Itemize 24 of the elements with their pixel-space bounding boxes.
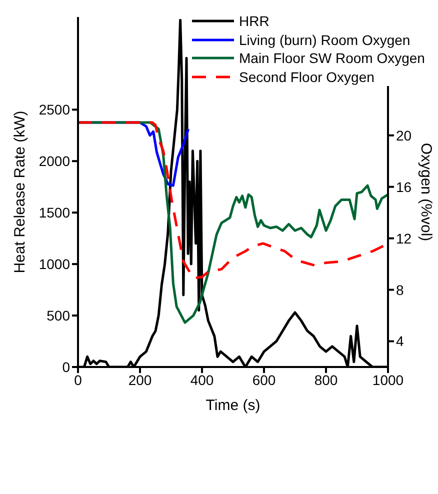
y-axis-title: Heat Release Rate (kW) (11, 110, 28, 274)
y2-tick-label: 4 (396, 333, 404, 350)
x-tick-label: 400 (190, 372, 214, 388)
y2-tick-label: 12 (396, 230, 412, 246)
x-axis-title: Time (s) (206, 397, 260, 414)
y-tick-label: 2500 (38, 102, 70, 118)
x-tick-label: 800 (314, 372, 338, 388)
y-tick-label: 500 (46, 308, 70, 324)
y-tick-label: 2000 (38, 153, 70, 170)
x-tick-label: 1000 (372, 372, 404, 388)
x-tick-label: 0 (74, 372, 82, 388)
legend-label: Living (burn) Room Oxygen (239, 30, 410, 49)
y-tick-label: 1500 (38, 204, 70, 221)
y2-tick-label: 20 (396, 127, 412, 144)
legend-label: HRR (239, 12, 270, 30)
y2-axis-title: Oxygen (%vol) (418, 142, 435, 242)
y-tick-label: 1000 (38, 256, 70, 272)
x-tick-label: 200 (128, 372, 152, 388)
legend-label: Main Floor SW Room Oxygen (239, 49, 425, 68)
y-tick-label: 0 (62, 358, 70, 375)
x-tick-label: 600 (252, 372, 276, 388)
legend-label: Second Floor Oxygen (239, 68, 374, 86)
y2-tick-label: 16 (396, 178, 412, 195)
y2-tick-label: 8 (396, 282, 404, 298)
